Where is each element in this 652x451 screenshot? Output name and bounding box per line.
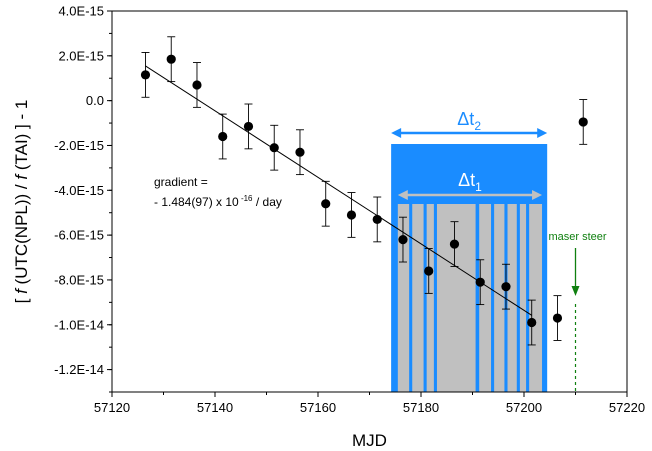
data-layer — [140, 36, 588, 346]
maser-steer-label: maser steer — [549, 231, 607, 243]
data-point — [501, 282, 511, 292]
data-point-group — [243, 103, 254, 150]
data-point-group — [372, 196, 382, 243]
x-tick-label: 57120 — [94, 400, 130, 415]
maser-steer-arrow-head — [571, 286, 580, 296]
data-point-group — [218, 113, 228, 160]
x-tick-label: 57140 — [197, 400, 233, 415]
data-point-group — [321, 180, 331, 227]
x-tick-label: 57200 — [506, 400, 542, 415]
data-point — [295, 147, 305, 157]
fit-line — [145, 65, 532, 316]
dt1-block — [479, 204, 492, 392]
gradient-label-line1: gradient = — [154, 175, 208, 189]
y-title-f2: f — [12, 173, 31, 180]
data-point — [398, 235, 408, 245]
y-tick-label: -4.0E-15 — [54, 183, 104, 198]
y-title-mid2: (TAI) ] - 1 — [12, 100, 31, 175]
dt1-label-sub: 1 — [475, 180, 482, 194]
y-tick-label: -1.2E-14 — [54, 362, 104, 377]
data-point-group — [192, 62, 202, 108]
dt1-block — [529, 204, 543, 392]
fit-line-layer — [145, 65, 532, 316]
data-point — [424, 266, 434, 276]
data-point — [218, 131, 228, 142]
data-point-group — [398, 216, 408, 263]
data-point — [166, 54, 176, 64]
y-tick-label: -6.0E-15 — [54, 228, 104, 243]
y-title-mid1: (UTC(NPL)) / — [12, 180, 31, 290]
data-point — [449, 239, 460, 249]
dt1-block — [412, 204, 424, 392]
dt1-arrow — [397, 190, 543, 200]
y-title-f1: f — [12, 287, 31, 294]
data-point-group — [501, 263, 511, 310]
x-tick-label: 57180 — [403, 400, 439, 415]
gradient-label-line2: - 1.484(97) x 10 -16 / day — [154, 194, 282, 209]
dt1-label-base: Δt — [458, 170, 475, 190]
y-axis-title: [ f (UTC(NPL)) / f (TAI) ] - 1 — [12, 100, 31, 304]
y-tick-label: 0.0 — [86, 93, 104, 108]
y-tick-label: -8.0E-15 — [54, 272, 104, 287]
dt1-block — [519, 204, 527, 392]
data-point-group — [346, 192, 357, 238]
data-point — [475, 277, 485, 287]
gradient-prefix: - 1.484(97) x 10 — [154, 195, 239, 209]
axes-layer: 57120 57140 57160 57180 57200 57220 4.0E-15 2.0… — [12, 4, 645, 451]
data-point — [321, 199, 331, 209]
data-point — [243, 121, 254, 132]
y-tick-label: -2.0E-15 — [54, 138, 104, 153]
data-point — [527, 317, 537, 328]
data-point — [578, 117, 588, 127]
y-tick-label: 2.0E-15 — [58, 48, 104, 63]
x-tick-label: 57160 — [300, 400, 336, 415]
dt2-arrow — [391, 128, 548, 138]
data-point-group — [552, 295, 563, 341]
data-point-group — [140, 52, 151, 98]
gradient-suffix: / day — [253, 195, 282, 209]
data-point — [372, 214, 382, 225]
data-point-group — [269, 124, 279, 171]
dt1-block — [397, 204, 410, 392]
data-point — [269, 143, 279, 153]
dt1-label: Δt1 — [458, 170, 482, 194]
y-tick-label: 4.0E-15 — [58, 4, 104, 19]
gradient-exponent: -16 — [239, 194, 253, 203]
data-point-group — [166, 36, 176, 83]
dt1-arrow-head-right — [532, 190, 543, 200]
x-tick-label: 57220 — [609, 400, 645, 415]
data-point-group — [578, 99, 588, 145]
data-point-group — [449, 221, 460, 267]
dt1-arrow-head-left — [397, 190, 408, 200]
dt2-label: Δt2 — [457, 109, 481, 133]
dt2-arrow-head-right — [537, 128, 548, 138]
data-point-group — [424, 248, 434, 294]
dt1-block — [507, 204, 517, 392]
x-axis-title: MJD — [352, 431, 387, 450]
data-point — [140, 70, 151, 80]
data-point-group — [295, 129, 305, 176]
data-point — [552, 313, 563, 323]
dt2-label-sub: 2 — [474, 119, 481, 133]
y-title-prefix: [ — [12, 294, 31, 303]
dt1-block — [494, 204, 505, 392]
y-tick-label: -1.0E-14 — [54, 317, 104, 332]
dt2-label-base: Δt — [457, 109, 474, 129]
dt1-block — [436, 204, 476, 392]
data-point-group — [527, 299, 537, 346]
data-point — [346, 210, 357, 220]
dt1-block — [426, 204, 434, 392]
data-point-group — [475, 259, 485, 306]
data-point — [192, 80, 202, 90]
dt2-arrow-head-left — [391, 128, 402, 138]
